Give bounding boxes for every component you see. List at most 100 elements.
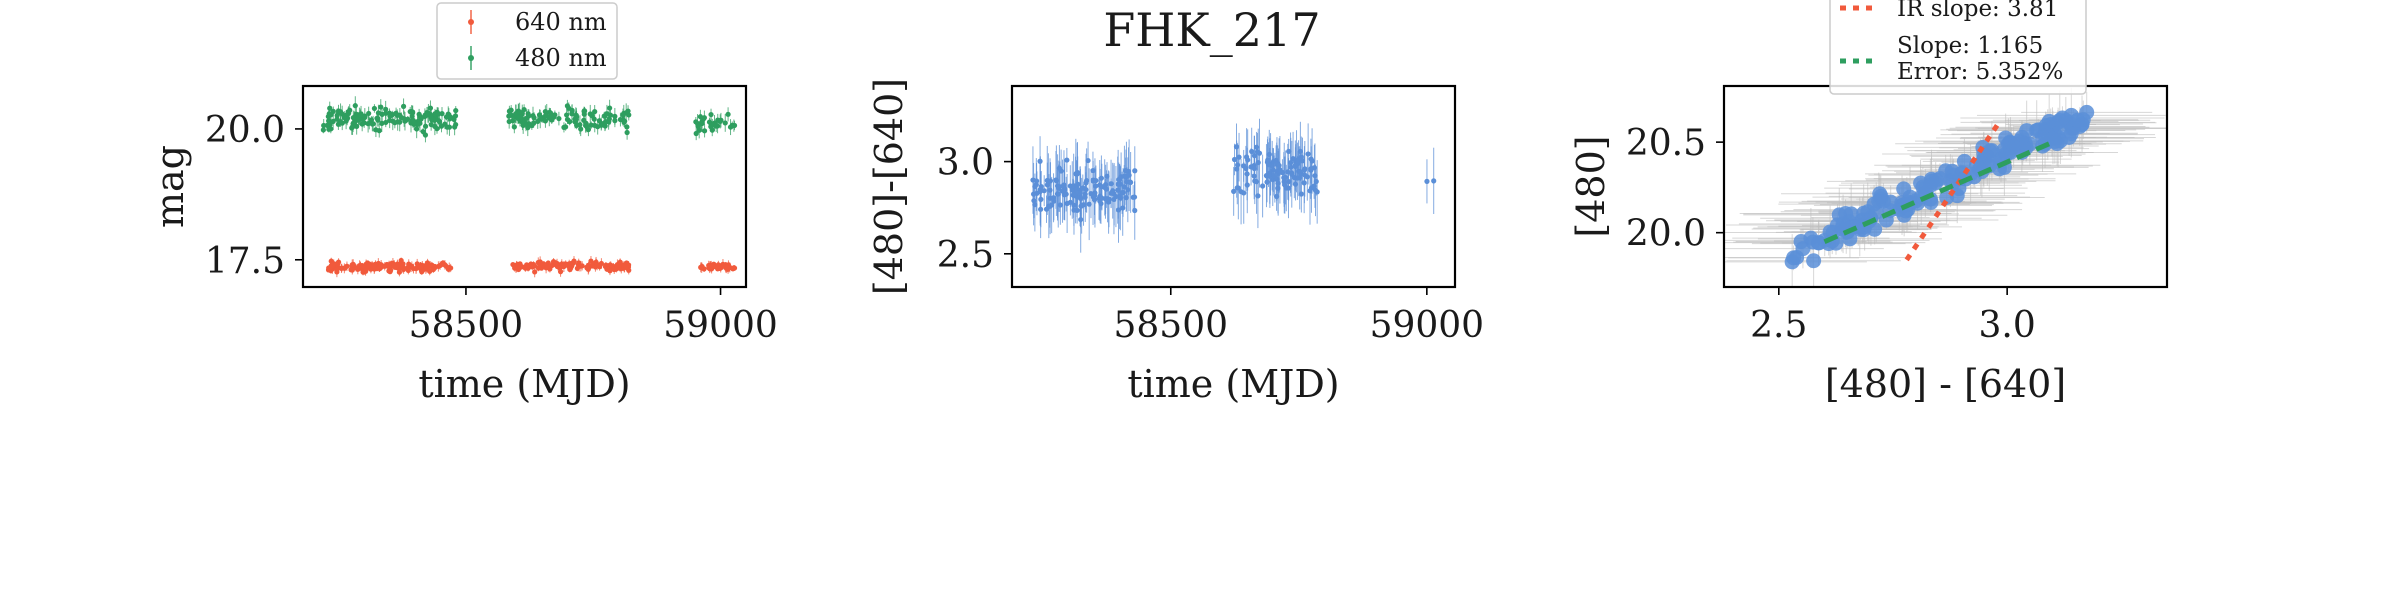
panel-0-point [620,112,626,118]
panel-0-ytick-label: 17.5 [205,241,285,282]
panel-2-point [1835,216,1851,232]
panel-0-point [341,114,347,121]
panel-0-point [371,105,378,112]
panel-1-point [1288,164,1294,170]
panel-0-point [537,259,543,265]
panel-1-point [1307,188,1313,194]
panel-0-point [436,118,442,124]
panel-0-ylabel: mag [148,145,192,228]
panel-0-point [362,113,368,119]
panel-1-point [1424,178,1430,184]
panel-0-point [439,111,445,117]
panel-1-point [1103,186,1109,192]
panel-2-point [2035,129,2051,145]
panel-0-point [432,123,438,130]
panel-0-point [414,126,420,132]
panel-0-point [443,114,450,120]
panel-1-point [1071,191,1077,197]
panel-1-point [1243,165,1249,172]
panel-2-xlabel: [480] - [640] [1825,362,2066,406]
panel-2-point [1811,235,1827,251]
panel-0-point [383,119,389,126]
panel-0-point [435,111,441,117]
panel-0-point [708,111,714,118]
panel-0-point [376,128,382,134]
panel-0-point [527,263,534,270]
panel-0-point [511,124,517,130]
panel-2-point [1982,143,1998,159]
panel-2-xtick-label: 2.5 [1750,305,1807,346]
panel-0-point [520,122,526,129]
panel-0-point [328,112,334,118]
panel-2-point [2061,129,2077,145]
panel-0-point [337,118,343,125]
panel-0-point [564,116,571,123]
panel-0-point [393,110,399,116]
panel-1-point [1301,167,1308,173]
legend-marker [468,19,474,25]
panel-2-point [2006,139,2022,155]
panel-1-point [1431,178,1437,184]
panel-0-point [379,111,385,117]
panel-0-point [383,106,389,112]
panel-1-point [1252,178,1258,184]
panel-0-xtick-label: 59000 [663,305,778,346]
panel-0-axes: 58500 59000 17.5 20.0 time (MJD) mag [148,110,778,406]
panel-0-point [521,106,527,113]
panel-1-point [1074,171,1080,177]
panel-0-point [604,111,610,117]
panel-0-point [701,115,707,121]
panel-0-point [603,262,609,268]
panel-0-point [571,258,577,264]
panel-0-point [448,265,454,271]
panel-0-point [697,114,703,120]
panel-0-point [525,125,531,131]
panel-0-point [709,122,715,128]
panel-0-point [425,112,431,118]
panel-1-point [1086,201,1092,207]
panel-1-point [1092,192,1098,199]
panel-0-point [349,262,355,268]
panel-0-point [369,121,375,127]
legend-label: Error: 5.352% [1897,59,2063,85]
panel-0-legend-box [436,2,618,80]
panel-1-frame [1010,84,1457,289]
panel-0-point [698,264,704,270]
panel-0-point [517,114,524,120]
panel-1-point [1231,188,1237,194]
panel-1-point [1064,200,1070,207]
panel-2-ylabel: [480] [1569,135,1613,237]
panel-0-point [405,267,411,273]
panel-0-point [326,126,332,132]
panel-0-point [416,111,422,117]
panel-1-point [1276,162,1282,169]
panel-0-point [453,121,459,128]
panel-0-point [581,108,587,115]
panel-0-frame [301,84,748,289]
panel-0-point [417,120,423,126]
panel-0-point [366,110,372,117]
panel-2-fits [1823,122,2054,262]
panel-0-point [529,122,535,129]
panel-0-point [392,120,398,126]
panel-1-point [1282,182,1288,188]
panel-1-point [1234,185,1240,191]
panel-0-point [320,127,326,133]
panel-0-xlabel: time (MJD) [418,362,630,406]
panel-2-point [1806,253,1822,269]
panel-2-ytick-label: 20.5 [1626,123,1706,164]
panel-1-point [1248,164,1254,170]
panel-1-point [1128,179,1134,186]
panel-1-point [1231,156,1238,163]
panel-0-point [363,268,369,274]
panel-1-point [1038,206,1044,212]
panel-1-point [1056,165,1063,171]
panel-0-point [391,263,397,269]
panel-0-point [526,113,532,119]
panel-0-point [350,115,356,121]
panel-0-point [378,263,384,269]
panel-0-point [451,116,457,122]
panel-1-point [1285,169,1291,175]
panel-0-point [598,260,605,267]
panel-0-point [406,261,412,267]
